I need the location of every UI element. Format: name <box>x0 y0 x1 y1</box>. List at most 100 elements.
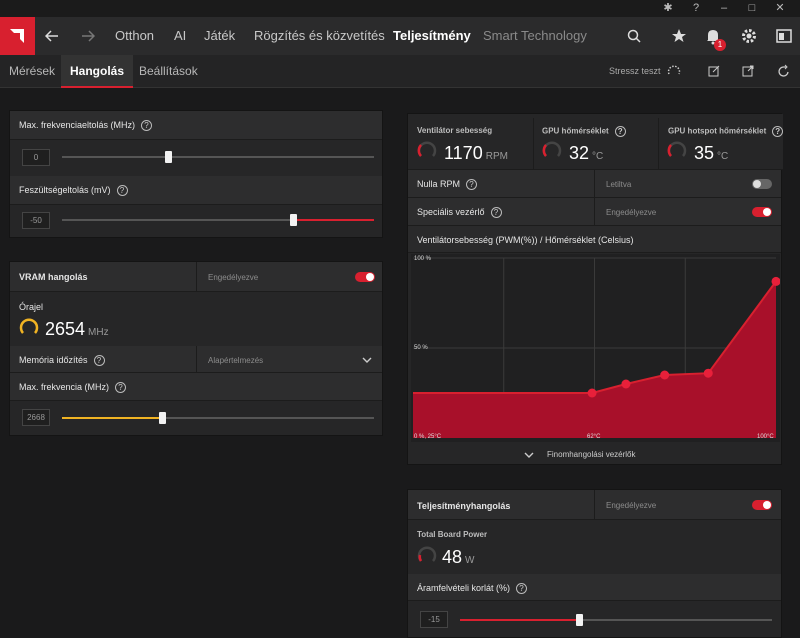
max-freq-value[interactable]: 2668 <box>22 409 50 426</box>
freq-offset-value[interactable]: 0 <box>22 149 50 166</box>
help-icon[interactable]: ? <box>490 207 502 219</box>
close-icon[interactable]: ✕ <box>775 2 785 14</box>
star-icon[interactable] <box>669 26 689 46</box>
help-icon[interactable]: ? <box>141 120 153 132</box>
fan-curve-point[interactable] <box>660 370 670 380</box>
advanced-control-toggle[interactable] <box>752 207 772 217</box>
vram-toggle[interactable] <box>355 272 375 282</box>
speed-gauge-icon[interactable] <box>667 64 681 78</box>
voltage-offset-slider[interactable] <box>62 219 374 221</box>
voltage-offset-fill <box>292 219 374 221</box>
max-freq-slider[interactable] <box>62 417 374 419</box>
y-label-50: 50 % <box>414 345 428 351</box>
help-icon[interactable]: ? <box>116 185 128 197</box>
power-status: Engedélyezve <box>606 501 657 510</box>
help-icon[interactable]: ? <box>692 2 700 14</box>
fan-speed-gauge-icon <box>417 140 437 160</box>
power-toggle[interactable] <box>752 500 772 510</box>
nav-ai[interactable]: AI <box>174 28 187 43</box>
help-icon[interactable]: ? <box>772 126 784 137</box>
tab-tuning[interactable]: Hangolás <box>61 55 134 88</box>
bug-icon[interactable]: ✱ <box>663 2 673 14</box>
voltage-offset-value[interactable]: -50 <box>22 212 50 229</box>
fan-panel: Ventilátor sebesség 1170 RPM GPU hőmérsék… <box>407 113 784 466</box>
power-limit-slider[interactable] <box>460 619 772 621</box>
vram-panel: VRAM hangolás Engedélyezve Órajel 2654 MH… <box>9 261 383 436</box>
chevron-down-icon[interactable] <box>362 356 372 364</box>
gear-icon[interactable] <box>739 26 759 46</box>
x-label-mid: 62°C <box>587 434 601 440</box>
forward-arrow-icon[interactable] <box>73 17 103 55</box>
back-arrow-icon[interactable] <box>37 17 67 55</box>
power-limit-value[interactable]: -15 <box>420 611 448 628</box>
max-freq-fill <box>62 417 162 419</box>
power-limit-thumb[interactable] <box>575 614 583 626</box>
voltage-offset-header: Feszültségeltolás (mV)? <box>10 176 382 205</box>
tab-metrics[interactable]: Mérések <box>9 64 56 78</box>
zero-rpm-toggle[interactable] <box>752 179 772 189</box>
nav-performance[interactable]: Teljesítmény <box>393 28 471 43</box>
max-freq-thumb[interactable] <box>158 412 166 424</box>
fine-tuning-toggle[interactable]: Finomhangolási vezérlők <box>408 444 783 466</box>
tbp-gauge-icon <box>417 545 437 565</box>
nav-smart-technology[interactable]: Smart Technology <box>483 28 587 43</box>
freq-offset-header: Max. frekvenciaeltolás (MHz)? <box>10 111 382 140</box>
vram-status: Engedélyezve <box>208 273 259 282</box>
gpu-tuning-panel: Max. frekvenciaeltolás (MHz)? 0 Feszülts… <box>9 110 383 238</box>
reset-icon[interactable] <box>777 64 791 78</box>
divider <box>594 490 595 520</box>
advanced-control-status: Engedélyezve <box>606 208 657 217</box>
power-limit-label: Áramfelvételi korlát (%)? <box>417 583 528 595</box>
fan-curve-point[interactable] <box>703 368 713 378</box>
y-label-100: 100 % <box>414 256 432 262</box>
sub-navigation: Mérések Hangolás Beállítások Stressz tes… <box>0 55 800 88</box>
zero-rpm-row: Nulla RPM? Letiltva <box>408 170 781 198</box>
advanced-control-row: Speciális vezérlő? Engedélyezve <box>408 198 781 226</box>
fan-curve-title: Ventilátorsebesség (PWM(%)) / Hőmérsékle… <box>417 235 634 245</box>
export-icon[interactable] <box>707 64 721 78</box>
memory-timing-select[interactable]: Alapértelmezés <box>208 356 264 365</box>
stress-test-label[interactable]: Stressz teszt <box>609 66 661 76</box>
fan-curve-svg[interactable] <box>411 254 780 442</box>
tab-settings[interactable]: Beállítások <box>139 64 198 78</box>
minimize-icon[interactable]: – <box>720 2 728 14</box>
divider <box>594 198 595 226</box>
clock-value: 2654 MHz <box>45 319 109 339</box>
vram-header: VRAM hangolás Engedélyezve <box>10 262 382 292</box>
freq-offset-thumb[interactable] <box>165 151 173 163</box>
fan-speed-value: 1170 RPM <box>444 143 508 163</box>
freq-offset-slider[interactable] <box>62 156 374 158</box>
overlay-icon[interactable] <box>774 26 794 46</box>
maximize-icon[interactable]: □ <box>748 2 756 14</box>
tbp-value: 48 W <box>442 547 475 567</box>
nav-gaming[interactable]: Játék <box>204 28 236 43</box>
help-icon[interactable]: ? <box>115 382 127 394</box>
freq-offset-label: Max. frekvenciaeltolás (MHz)? <box>19 120 153 132</box>
title-bar: ✱ ? – □ ✕ <box>0 0 800 17</box>
power-panel: Teljesítményhangolás Engedélyezve Total … <box>407 489 782 638</box>
help-icon[interactable]: ? <box>614 126 626 137</box>
nav-record-stream[interactable]: Rögzítés és közvetítés <box>254 28 385 43</box>
fan-curve-point[interactable] <box>587 388 597 398</box>
fan-speed-title: Ventilátor sebesség <box>417 126 493 135</box>
voltage-offset-thumb[interactable] <box>289 214 297 226</box>
fan-curve-point[interactable] <box>771 276 781 286</box>
search-icon[interactable] <box>624 26 644 46</box>
nav-home[interactable]: Otthon <box>115 28 155 43</box>
x-label-max: 100°C <box>757 434 774 440</box>
hotspot-temp-value: 35 °C <box>694 143 729 163</box>
power-title: Teljesítményhangolás <box>417 501 511 511</box>
divider <box>533 118 534 170</box>
help-icon[interactable]: ? <box>466 179 478 191</box>
fan-curve-chart[interactable]: 100 % 50 % 0 %, 25°C 62°C 100°C <box>411 254 780 442</box>
bell-icon[interactable] <box>703 26 723 46</box>
amd-logo[interactable] <box>0 17 35 55</box>
share-icon[interactable] <box>741 64 755 78</box>
fan-curve-point[interactable] <box>621 379 631 389</box>
help-icon[interactable]: ? <box>516 583 528 595</box>
chevron-down-icon <box>524 452 534 458</box>
help-icon[interactable]: ? <box>93 355 105 367</box>
clock-label: Órajel <box>19 302 44 312</box>
power-limit-fill <box>460 619 579 621</box>
top-navigation: Otthon AI Játék Rögzítés és közvetítés T… <box>0 17 800 55</box>
